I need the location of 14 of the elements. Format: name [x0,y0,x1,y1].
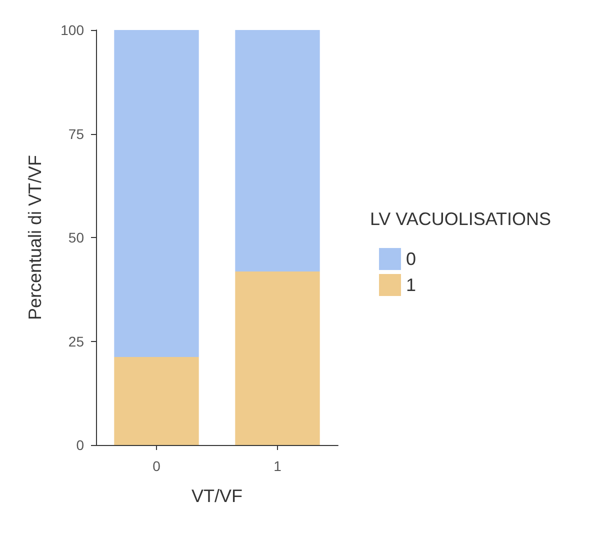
y-tick-label: 50 [68,230,84,246]
legend-label: 0 [406,249,416,269]
x-axis-title: VT/VF [191,486,243,506]
bar [114,357,199,445]
y-tick-label: 25 [68,333,84,350]
bar [114,30,199,358]
y-tick-label: 0 [76,437,84,453]
y-tick-label: 100 [60,22,84,38]
y-axis-title: Percentuali di VT/VF [25,154,45,320]
y-tick-label: 75 [68,126,84,142]
bar [235,30,320,272]
legend-title: LV VACUOLISATIONS [370,209,552,229]
bar [235,272,320,445]
legend-label: 1 [406,275,416,295]
